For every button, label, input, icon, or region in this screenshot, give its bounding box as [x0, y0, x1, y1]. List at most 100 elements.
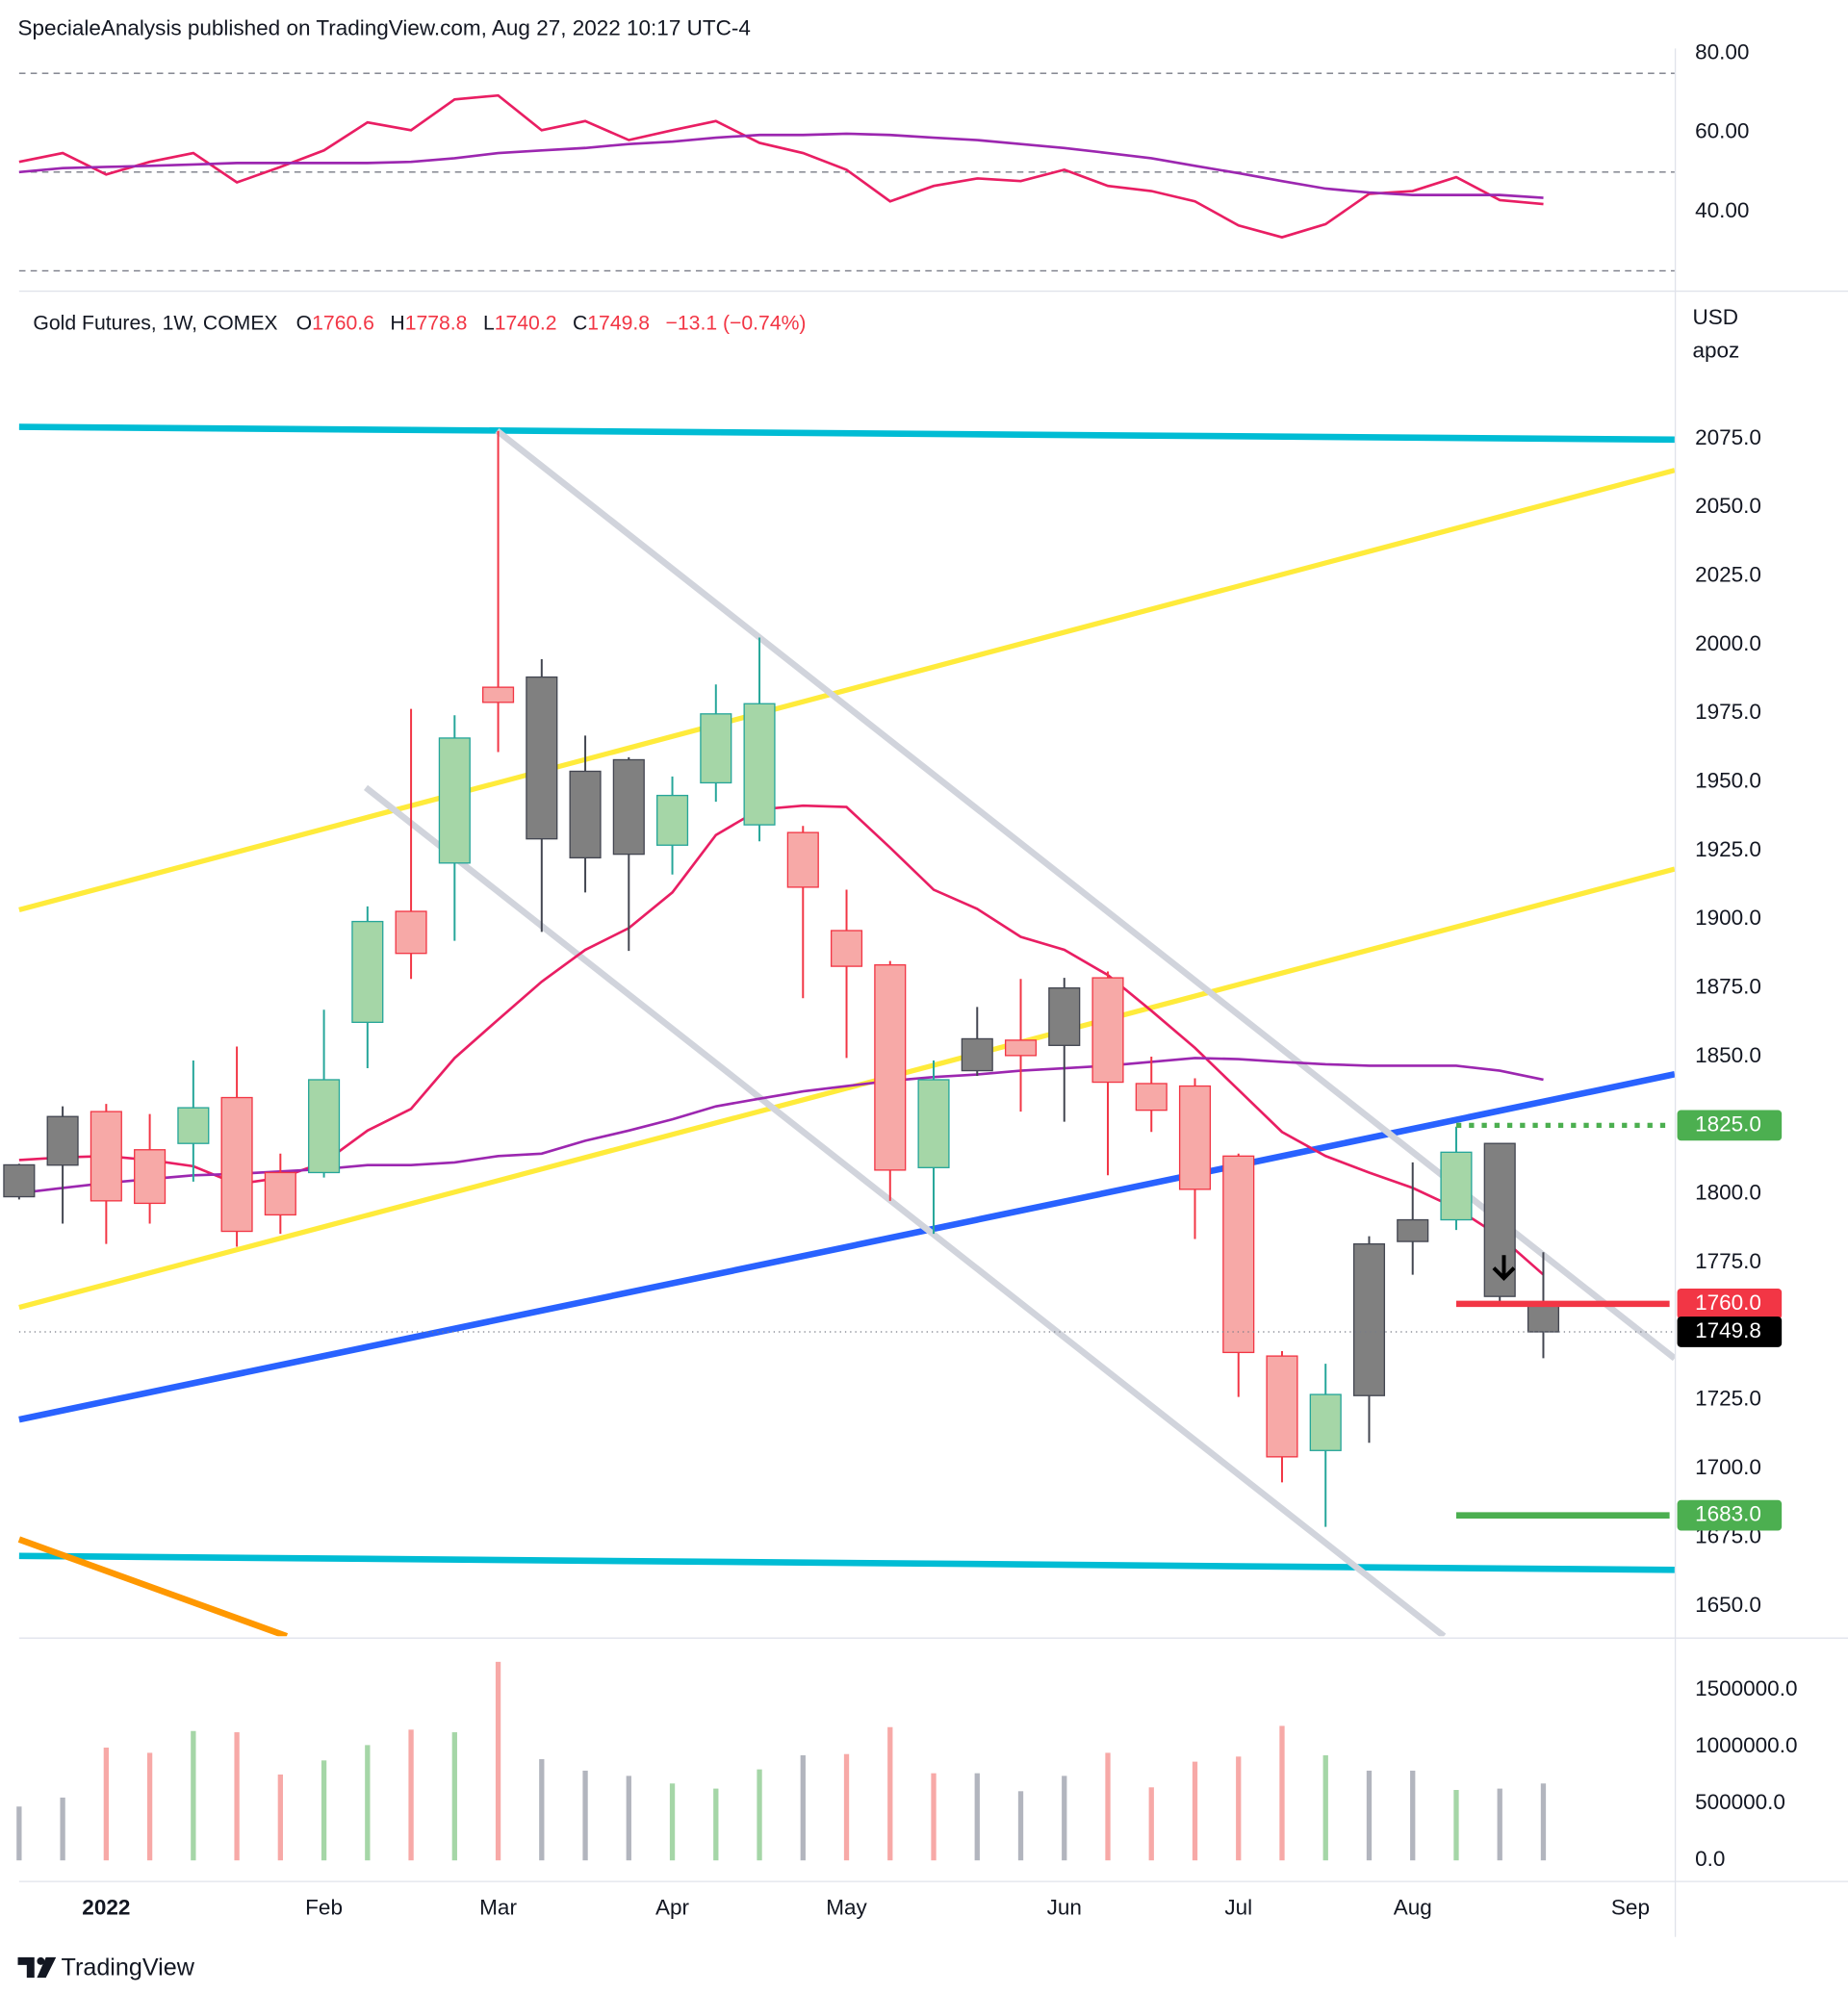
level-tag — [1677, 1316, 1783, 1347]
price-pane — [3, 423, 1675, 1637]
volume-bar — [191, 1730, 196, 1861]
candle-body — [874, 964, 907, 1171]
y-tick-label: 2050.0 — [1695, 494, 1761, 518]
volume-bar — [582, 1770, 588, 1861]
trendline — [18, 1071, 1675, 1423]
volume-bar — [1236, 1756, 1242, 1861]
volume-bar — [974, 1773, 980, 1861]
unit-box — [1677, 295, 1848, 376]
volume-bar — [1453, 1790, 1459, 1861]
y-tick-label: 1500000.0 — [1695, 1676, 1797, 1700]
candle-body — [1004, 1039, 1038, 1057]
volume-bar — [887, 1726, 893, 1861]
logo: TradingView — [17, 1954, 195, 1980]
candle-body — [177, 1107, 210, 1144]
volume-bar — [495, 1661, 501, 1861]
candle-body — [90, 1111, 122, 1202]
volume-bar — [843, 1753, 850, 1861]
indicator-line — [18, 93, 1544, 239]
volume-bar — [1192, 1761, 1198, 1861]
candle-body — [351, 920, 384, 1023]
volume-pane — [16, 1661, 1547, 1861]
axes — [18, 48, 1848, 1937]
volume-bar — [1148, 1787, 1154, 1861]
x-tick-label: 2022 — [82, 1896, 130, 1920]
volume-bar — [146, 1752, 153, 1861]
candle-body — [3, 1163, 36, 1198]
level-label: 1760.0 — [1695, 1290, 1761, 1315]
y-tick-label: 2025.0 — [1695, 562, 1761, 586]
level-label: 1825.0 — [1695, 1111, 1761, 1136]
legend-value: 1740.2 — [495, 312, 557, 334]
y-tick-label: 1875.0 — [1695, 975, 1761, 999]
volume-bar — [451, 1732, 457, 1861]
candle-body — [743, 703, 776, 826]
candle-body — [700, 713, 732, 784]
byline: SpecialeAnalysis published on TradingVie… — [18, 15, 751, 39]
candle-body — [46, 1115, 79, 1166]
level-label: 1683.0 — [1695, 1502, 1761, 1526]
volume-bar — [1017, 1791, 1024, 1861]
x-tick-label: Sep — [1611, 1896, 1650, 1920]
legend-key: L — [483, 312, 495, 334]
volume-bar — [408, 1729, 414, 1861]
indicator-line — [18, 132, 1544, 199]
candle-body — [655, 794, 689, 846]
candle-body — [786, 831, 819, 888]
y-tick-label: 80.00 — [1695, 40, 1749, 64]
x-tick-label: Feb — [305, 1896, 343, 1920]
candle-body — [1397, 1218, 1429, 1242]
unit-label: apoz — [1692, 338, 1739, 362]
candle-body — [917, 1079, 950, 1168]
volume-bar — [321, 1760, 327, 1861]
legend-key: C — [573, 312, 587, 334]
volume-bar — [277, 1774, 283, 1861]
volume-bar — [365, 1745, 371, 1861]
candle-body — [569, 770, 602, 859]
x-tick-label: Aug — [1394, 1896, 1432, 1920]
legend-key: H — [390, 312, 404, 334]
volume-bar — [1540, 1783, 1547, 1861]
volume-bar — [539, 1759, 545, 1861]
candle-body — [264, 1171, 296, 1216]
volume-bar — [16, 1806, 22, 1861]
legend-value: 1749.8 — [587, 312, 650, 334]
volume-bar — [800, 1755, 806, 1861]
y-tick-label: 1725.0 — [1695, 1387, 1761, 1411]
y-tick-label: 1900.0 — [1695, 906, 1761, 930]
y-tick-label: 1925.0 — [1695, 837, 1761, 861]
brand: TradingView — [62, 1954, 195, 1980]
volume-bar — [60, 1797, 65, 1861]
y-tick-label: 1000000.0 — [1695, 1733, 1797, 1757]
arrow — [1492, 1255, 1516, 1281]
legend-value: 1760.6 — [312, 312, 374, 334]
candle-body — [1222, 1155, 1255, 1354]
candle-body — [830, 930, 863, 967]
volume-bar — [669, 1783, 676, 1861]
level-tag — [1677, 1288, 1783, 1319]
candle-body — [1266, 1355, 1298, 1458]
x-tick-label: Mar — [479, 1896, 517, 1920]
volume-bar — [103, 1747, 110, 1861]
trendline — [18, 468, 1675, 913]
y-tick-label: 2000.0 — [1695, 631, 1761, 655]
y-tick-label: 1650.0 — [1695, 1593, 1761, 1617]
y-tick-label: 1850.0 — [1695, 1043, 1761, 1067]
y-tick-label: 1975.0 — [1695, 700, 1761, 724]
candle-body — [612, 758, 645, 856]
x-tick-label: Apr — [655, 1896, 690, 1920]
y-tick-label: 1700.0 — [1695, 1455, 1761, 1479]
trendline — [18, 866, 1675, 1311]
candle-body — [482, 686, 515, 703]
candle-body — [1352, 1242, 1386, 1396]
candle-body — [1440, 1151, 1473, 1221]
legend-key: O — [296, 312, 312, 334]
legend-title: Gold Futures, 1W, COMEX — [33, 312, 277, 334]
volume-bar — [1062, 1776, 1067, 1861]
candle-body — [1091, 977, 1124, 1084]
volume-bar — [1322, 1755, 1328, 1861]
legend-change: −13.1 (−0.74%) — [666, 312, 807, 334]
candle-body — [1135, 1083, 1168, 1111]
